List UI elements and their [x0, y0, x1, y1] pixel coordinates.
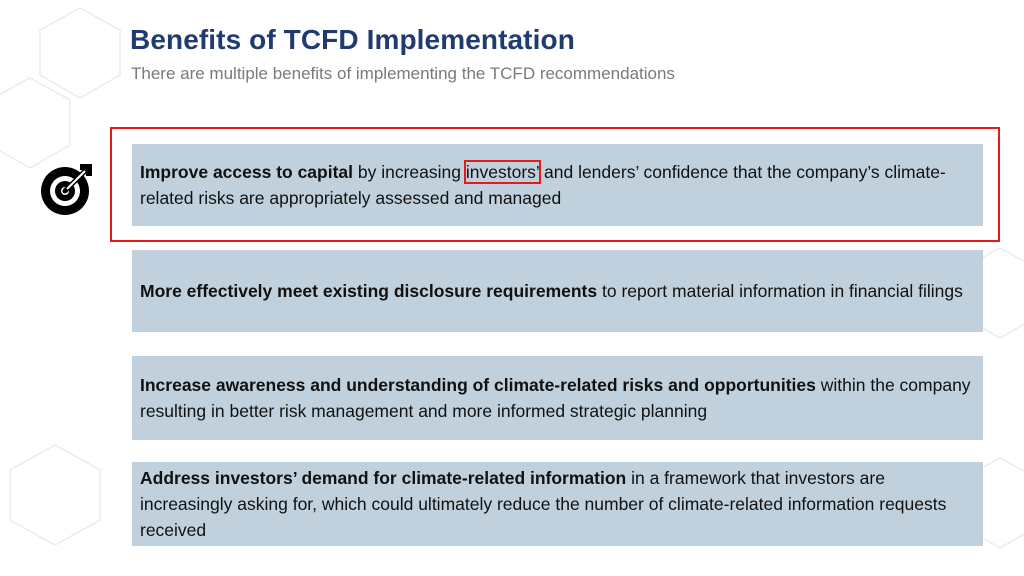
- benefit-item-disclosure-requirements: More effectively meet existing disclosur…: [132, 250, 983, 332]
- highlight-frame: [110, 127, 1000, 242]
- slide-title: Benefits of TCFD Implementation: [130, 24, 575, 55]
- benefit-text: Increase awareness and understanding of …: [140, 372, 975, 424]
- highlighted-word: investors’: [463, 160, 542, 184]
- benefit-heading: Improve access to capital: [140, 162, 354, 182]
- benefit-heading: Increase awareness and understanding of …: [140, 375, 816, 395]
- benefit-item-access-to-capital: Improve access to capital by increasing …: [132, 144, 983, 226]
- benefit-text: Improve access to capital by increasing …: [140, 159, 975, 211]
- benefit-body: in a framework that investors are increa…: [140, 468, 947, 540]
- benefit-body-post: and lenders’ confidence that the company…: [140, 162, 946, 208]
- benefit-heading: More effectively meet existing disclosur…: [140, 281, 598, 301]
- benefit-item-investor-demand: Address investors’ demand for climate-re…: [132, 462, 983, 546]
- benefit-text: Address investors’ demand for climate-re…: [140, 465, 975, 543]
- benefit-body-pre: by increasing: [353, 162, 466, 182]
- target-arrow-icon: [41, 164, 92, 215]
- benefit-item-awareness: Increase awareness and understanding of …: [132, 356, 983, 440]
- benefit-heading: Address investors’ demand for climate-re…: [140, 468, 627, 488]
- benefit-body: within the company resulting in better r…: [140, 375, 971, 421]
- benefit-text: More effectively meet existing disclosur…: [140, 278, 963, 304]
- benefit-body: to report material information in financ…: [597, 281, 963, 301]
- slide-subtitle: There are multiple benefits of implement…: [131, 64, 675, 83]
